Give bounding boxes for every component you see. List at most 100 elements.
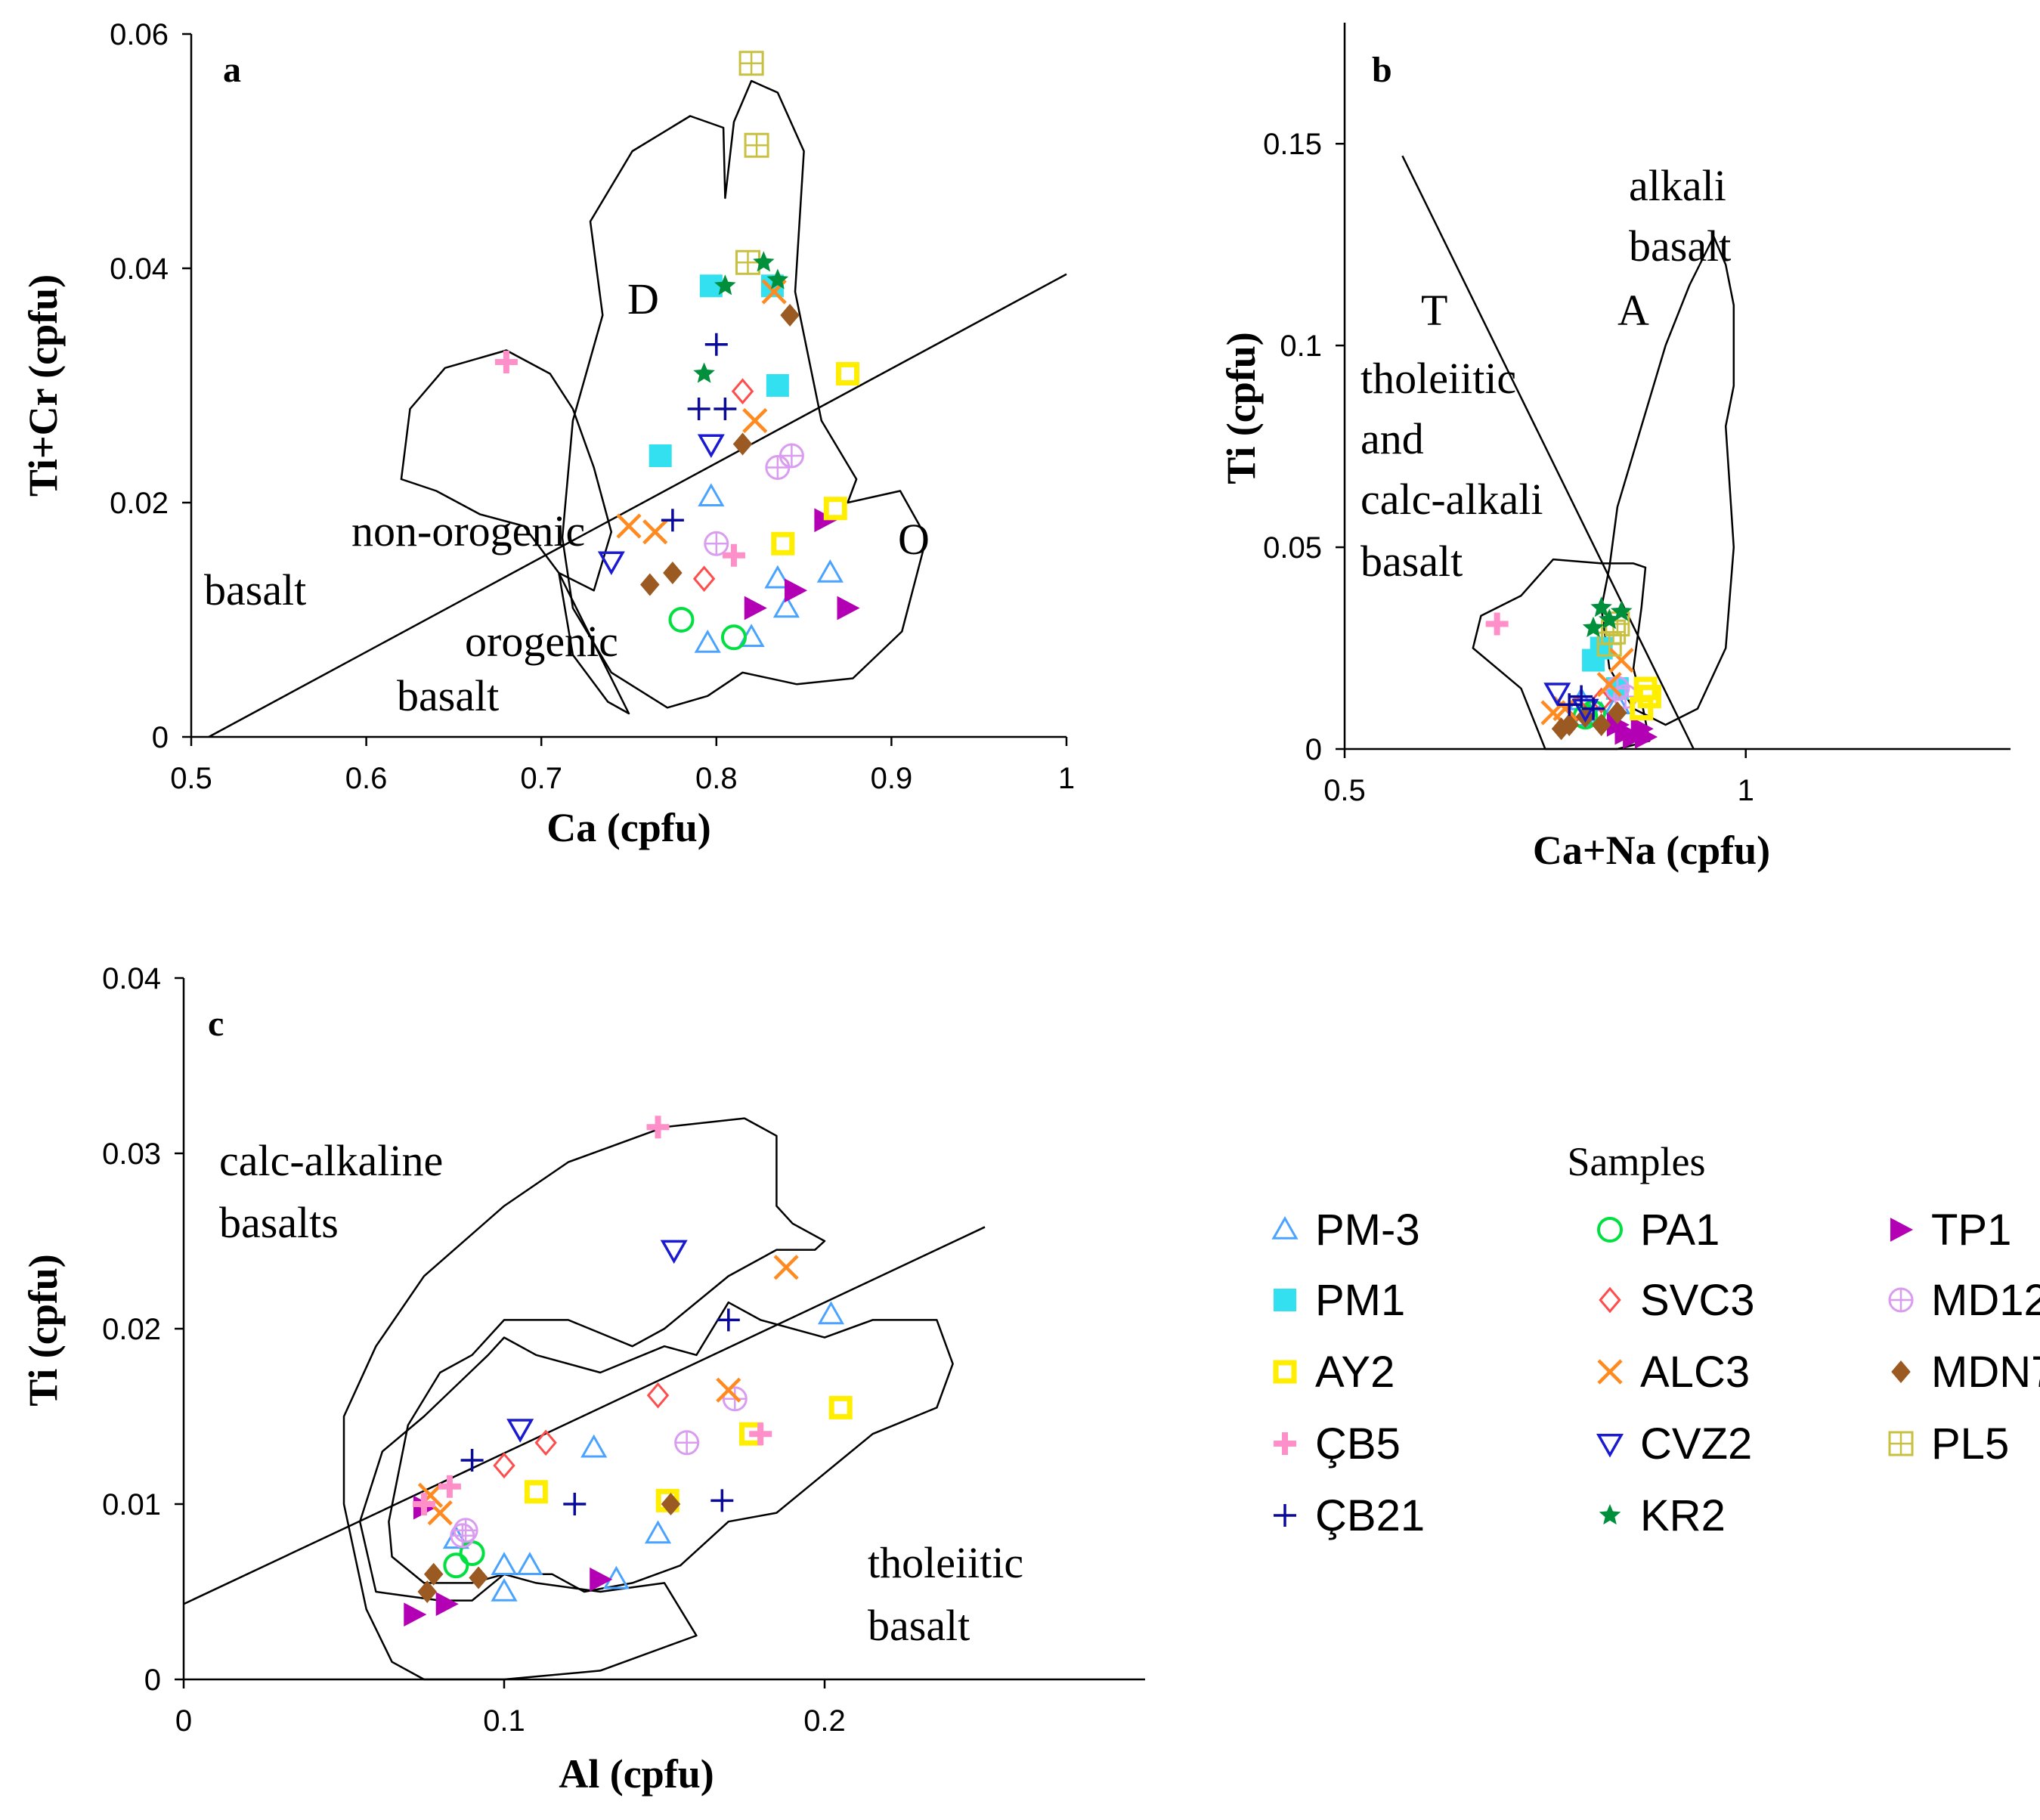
data-point-alc3 <box>773 1255 799 1280</box>
x-axis-label: Ca (cpfu) <box>546 805 710 850</box>
discriminant-line <box>208 273 1067 738</box>
legend-label: ALC3 <box>1640 1348 1750 1397</box>
legend-label: PM-3 <box>1315 1206 1420 1255</box>
data-point-cb21 <box>1582 697 1605 720</box>
field-outline-alkali <box>1600 235 1735 726</box>
data-point-mdn7 <box>1591 713 1611 736</box>
data-point-pm1 <box>649 444 672 467</box>
data-point-pm-3 <box>694 629 721 653</box>
y-tick-label: 0.06 <box>110 18 169 51</box>
data-point-pm-3 <box>491 1552 518 1575</box>
legend-marker-kr2 <box>1599 1504 1621 1525</box>
data-point-mdn7 <box>1559 713 1579 736</box>
legend-item-svc3: SVC3 <box>1599 1276 1755 1325</box>
data-point-kr2 <box>1599 608 1621 630</box>
data-point-alc3 <box>742 407 768 434</box>
data-point-tp1 <box>1635 725 1658 749</box>
data-point-kr2 <box>1590 596 1612 618</box>
field-outline-d <box>561 79 927 709</box>
panel-c-al-vs-ti: 0 0.1 0.2 0 0.01 0.02 0.03 0.04 Al (cpfu) Ti (cpf… <box>20 962 1145 1797</box>
series-cvz2 <box>1543 682 1599 723</box>
legend-marker-pm-3 <box>1271 1215 1299 1240</box>
data-point-cb21 <box>687 398 710 420</box>
data-point-pm1 <box>766 374 789 397</box>
data-point-md12 <box>779 443 804 469</box>
panel-letter: c <box>208 1004 224 1044</box>
data-point-cb5 <box>722 543 745 567</box>
x-tick-label: 0.7 <box>520 762 562 795</box>
panel-letter: a <box>223 50 241 90</box>
series-svc3 <box>692 378 754 593</box>
legend-label: AY2 <box>1315 1348 1395 1397</box>
data-point-cb21 <box>1570 685 1593 708</box>
series-pm-3 <box>694 483 844 653</box>
legend-marker-cb21 <box>1274 1504 1296 1527</box>
legend-marker-cb5 <box>1274 1432 1296 1455</box>
y-tick-label: 0.04 <box>102 962 161 995</box>
field-outline-o <box>400 349 630 715</box>
data-point-pm-3 <box>816 559 844 583</box>
data-point-cvz2 <box>597 551 625 576</box>
data-point-pm-3 <box>491 1577 518 1602</box>
data-point-pa1 <box>459 1540 485 1566</box>
legend-item-pm1: PM1 <box>1274 1276 1405 1325</box>
legend-label: CVZ2 <box>1640 1419 1752 1469</box>
series-md12 <box>450 1386 748 1549</box>
legend-item-kr2: KR2 <box>1599 1491 1726 1540</box>
legend: Samples PM-3 PA1 TP1 PM1 SVC3 MD12 AY2 ALC3 MDN7 Ç… <box>1271 1139 2040 1540</box>
legend-item-mdn7: MDN7 <box>1891 1348 2040 1397</box>
panel-b-caNa-vs-ti: 0.5 1 0 0.05 0.1 0.15 Ca+Na (cpfu) Ti (cpfu) b al… <box>1218 23 2011 873</box>
data-point-mdn7 <box>640 573 660 596</box>
legend-item-tp1: TP1 <box>1890 1206 2011 1255</box>
y-tick-label: 0.04 <box>110 252 169 286</box>
series-mdn7 <box>417 1493 681 1603</box>
data-point-tp1 <box>590 1567 613 1592</box>
data-point-mdn7 <box>469 1566 488 1589</box>
data-point-pa1 <box>668 607 695 633</box>
x-tick-label: 0.5 <box>170 762 212 795</box>
series-ay2 <box>771 362 859 556</box>
region-label-non-orogenic: non-orogenic <box>351 506 585 556</box>
data-point-pa1 <box>720 624 747 651</box>
series-cb21 <box>661 333 737 532</box>
series-ay2 <box>1630 676 1661 721</box>
x-axis-label: Al (cpfu) <box>559 1751 714 1797</box>
legend-marker-alc3 <box>1597 1359 1623 1385</box>
series-tp1 <box>1606 713 1658 749</box>
panel-letter: b <box>1372 50 1392 90</box>
data-point-cb21 <box>661 509 684 532</box>
data-point-mdn7 <box>417 1580 437 1603</box>
data-point-pm-3 <box>698 483 725 506</box>
series-tp1 <box>744 508 860 621</box>
x-tick-label: 0.6 <box>345 762 388 795</box>
data-point-cb5 <box>1485 612 1509 636</box>
legend-label: PA1 <box>1640 1206 1720 1255</box>
data-point-alc3 <box>716 1377 741 1403</box>
y-tick-label: 0.02 <box>110 487 169 520</box>
data-point-pm-3 <box>580 1434 608 1458</box>
field-outline-calc-alkaline <box>342 1117 826 1681</box>
y-tick-label: 0.01 <box>102 1488 161 1521</box>
data-point-kr2 <box>766 268 789 289</box>
y-tick-label: 0.05 <box>1263 531 1322 565</box>
legend-marker-cvz2 <box>1596 1434 1624 1458</box>
series-cb5 <box>413 1116 772 1515</box>
x-tick-label: 0.9 <box>871 762 913 795</box>
legend-marker-pa1 <box>1597 1217 1623 1243</box>
data-point-tp1 <box>435 1592 459 1617</box>
data-point-ay2 <box>1630 697 1654 721</box>
x-tick-label: 1 <box>1058 762 1075 795</box>
data-point-svc3 <box>731 378 754 405</box>
data-point-alc3 <box>1596 671 1622 698</box>
data-point-kr2 <box>1610 600 1633 621</box>
region-label-alkali: alkali <box>1629 161 1726 210</box>
data-point-pm-3 <box>644 1520 672 1544</box>
y-tick-label: 0.02 <box>102 1313 161 1346</box>
y-tick-label: 0 <box>144 1664 161 1697</box>
data-point-ay2 <box>771 531 795 556</box>
series-mdn7 <box>640 304 800 596</box>
data-point-pl5 <box>738 51 764 76</box>
data-point-svc3 <box>692 565 716 593</box>
data-point-mdn7 <box>780 304 800 327</box>
series-pm-3 <box>442 1301 845 1602</box>
